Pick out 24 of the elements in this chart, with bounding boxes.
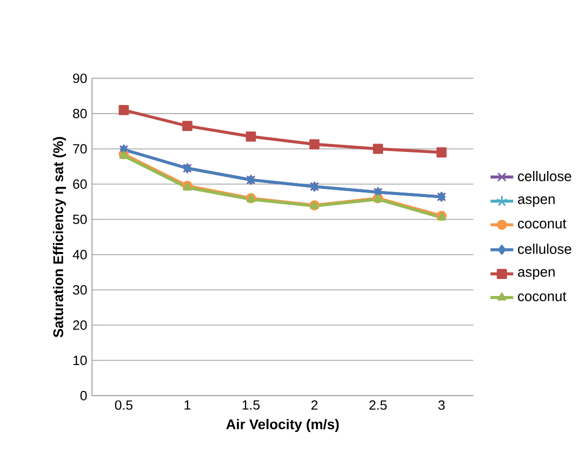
legend-label: aspen xyxy=(518,196,555,207)
y-tick-label: 60 xyxy=(73,179,87,189)
x-tick-label: 1.5 xyxy=(242,400,260,410)
y-tick-label: 0 xyxy=(80,390,87,400)
y-tick-label: 20 xyxy=(73,320,87,330)
y-tick-label: 10 xyxy=(73,356,87,366)
legend-label: cellulose xyxy=(518,170,572,182)
x-axis-title: Air Velocity (m/s) xyxy=(226,418,339,432)
x-tick-label: 2 xyxy=(311,400,318,410)
x-tick-label: 1 xyxy=(184,400,190,410)
y-axis-title: Saturation Efficiency η sat (%) xyxy=(52,136,66,338)
x-tick-label: 3 xyxy=(438,400,445,410)
x-tick-label: 2.5 xyxy=(369,400,387,410)
y-tick-label: 90 xyxy=(73,74,87,84)
y-tick-label: 50 xyxy=(73,214,87,224)
y-tick-label: 80 xyxy=(73,108,87,118)
y-tick-label: 70 xyxy=(73,144,87,154)
legend-label: coconut xyxy=(518,292,566,302)
legend-label: coconut xyxy=(518,219,566,228)
y-tick-label: 40 xyxy=(72,250,87,260)
x-tick-label: 0.5 xyxy=(115,400,132,410)
y-tick-label: 30 xyxy=(72,285,87,295)
legend-label: aspen xyxy=(518,269,555,280)
legend-label: cellulose xyxy=(518,244,572,254)
